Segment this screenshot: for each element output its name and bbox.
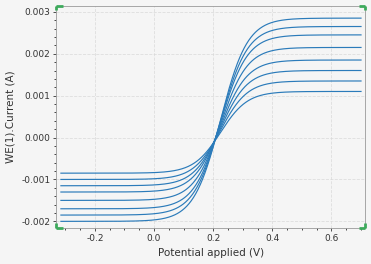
Y-axis label: WE(1).Current (A): WE(1).Current (A): [6, 70, 16, 163]
X-axis label: Potential applied (V): Potential applied (V): [158, 248, 264, 258]
